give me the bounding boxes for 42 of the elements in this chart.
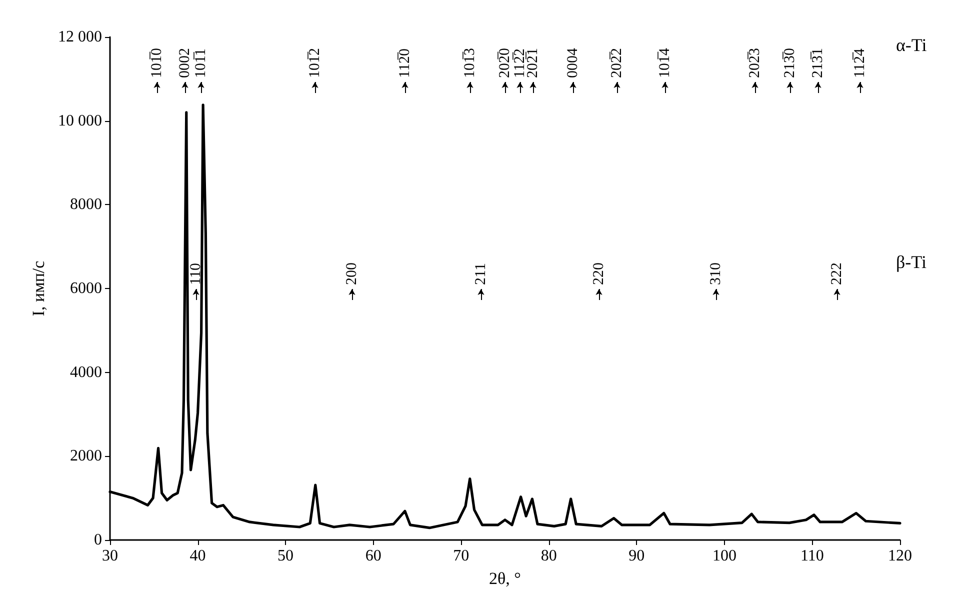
annotation: α-Ti bbox=[896, 35, 927, 55]
annotation: β-Ti bbox=[896, 252, 927, 272]
annotation: 112̅4 bbox=[852, 48, 868, 78]
x-tick-label: 50 bbox=[278, 548, 294, 564]
y-tick-label: 0 bbox=[94, 532, 102, 548]
annotation: 200 bbox=[344, 262, 360, 285]
annotation: 0002 bbox=[177, 48, 193, 78]
annotation: 101̅2 bbox=[307, 48, 323, 78]
annotation: 101̅4 bbox=[657, 48, 673, 78]
annotation: 222 bbox=[829, 262, 845, 285]
y-axis-title: I, имп/с bbox=[29, 260, 48, 316]
y-tick-label: 6000 bbox=[70, 280, 102, 297]
annotation: 202̅1 bbox=[525, 48, 541, 78]
x-tick-label: 80 bbox=[540, 548, 557, 564]
x-tick-label: 90 bbox=[628, 548, 645, 564]
x-tick-label: 70 bbox=[453, 548, 470, 564]
y-tick-label: 10 000 bbox=[58, 112, 102, 130]
y-tick-label: 4000 bbox=[70, 364, 102, 381]
y-tick-label: 12 000 bbox=[58, 28, 102, 46]
annotation: 213̅1 bbox=[810, 48, 826, 78]
x-tick-label: 60 bbox=[365, 548, 382, 564]
annotation: 202̅3 bbox=[747, 48, 763, 78]
annotation: 101̅3 bbox=[462, 48, 478, 78]
x-tick-label: 40 bbox=[190, 548, 206, 564]
annotation: 202̅2 bbox=[609, 48, 625, 78]
annotation: 202̅0 bbox=[497, 48, 513, 78]
annotation: 101̅1 bbox=[193, 48, 209, 78]
annotation: 0004 bbox=[565, 48, 581, 78]
annotation: 112̅0 bbox=[397, 48, 413, 78]
annotation: 211 bbox=[473, 263, 489, 285]
x-tick-label: 110 bbox=[800, 548, 824, 564]
x-axis-title: 2θ, ° bbox=[489, 569, 521, 588]
x-tick-label: 100 bbox=[712, 548, 736, 564]
x-tick-label: 120 bbox=[888, 548, 912, 564]
annotation: 101̅0 bbox=[149, 48, 165, 78]
annotation: 110 bbox=[188, 263, 204, 285]
annotation: 220 bbox=[591, 262, 607, 285]
annotation: 310 bbox=[708, 262, 724, 285]
x-tick-label: 30 bbox=[102, 548, 118, 564]
y-tick-label: 2000 bbox=[70, 448, 102, 465]
y-tick-label: 8000 bbox=[70, 196, 102, 214]
annotation: 213̅0 bbox=[782, 48, 798, 78]
